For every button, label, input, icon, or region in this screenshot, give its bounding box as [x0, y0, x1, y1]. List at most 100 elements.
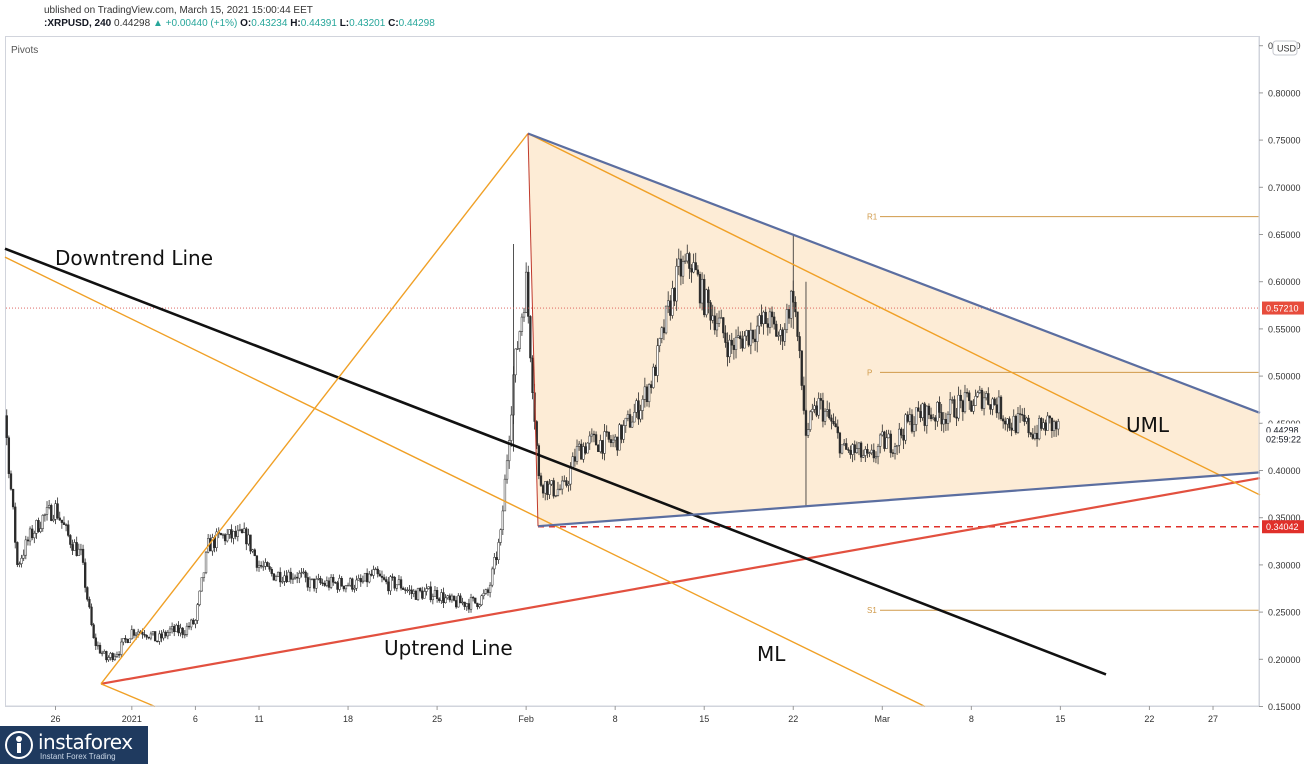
candle-body: [245, 528, 248, 545]
candle-body: [781, 329, 784, 342]
price-label-support: 0.34042: [1266, 522, 1299, 532]
price-chart[interactable]: R1 P S1 Downtrend Line Uptrend Line ML UML 0.1…: [0, 0, 1315, 726]
candle-body: [488, 584, 492, 593]
candle-body: [175, 624, 178, 632]
candle-body: [62, 522, 66, 525]
candle-body: [789, 290, 793, 319]
candle-body: [425, 588, 428, 592]
candle-body: [122, 638, 125, 643]
candle-body: [397, 579, 401, 586]
candle-body: [732, 344, 736, 350]
candle-body: [1038, 418, 1041, 440]
symbol-ohlc-line: :XRPUSD, 240 0.44298 ▲ +0.00440 (+1%) O:…: [44, 18, 435, 29]
candle-body: [64, 524, 68, 526]
open-value: 0.43234: [251, 18, 288, 29]
candle-body: [234, 531, 237, 537]
candle-body: [1033, 432, 1037, 439]
candle-body: [215, 531, 218, 548]
candle-body: [874, 456, 878, 459]
x-tick-label: Feb: [518, 714, 534, 724]
candle-body: [563, 480, 566, 482]
candle-body: [418, 588, 422, 592]
candle-body: [223, 534, 227, 542]
candle-body: [90, 606, 93, 626]
candle-body: [675, 265, 678, 302]
candle-body: [124, 638, 127, 640]
x-tick-label: 22: [788, 714, 798, 724]
candle-body: [830, 417, 833, 422]
candle-body: [936, 401, 939, 422]
candle-body: [531, 357, 534, 393]
candle-body: [641, 399, 644, 411]
candle-body: [143, 634, 146, 636]
candle-body: [71, 544, 74, 551]
candle-body: [968, 392, 971, 402]
candle-body: [650, 384, 653, 388]
candle-body: [486, 589, 490, 593]
candle-body: [539, 475, 543, 486]
candle-body: [582, 446, 585, 460]
candle-body: [766, 323, 769, 328]
candle-body: [811, 409, 814, 413]
candle-body: [775, 323, 778, 337]
candle-body: [762, 311, 765, 325]
close-label: C:: [388, 18, 399, 29]
pivots-indicator-label[interactable]: Pivots: [11, 45, 39, 56]
currency-box: [1272, 40, 1298, 56]
candle-body: [103, 651, 106, 654]
candle-body: [694, 262, 697, 271]
candle-body: [957, 394, 960, 419]
candle-body: [594, 434, 598, 446]
candle-body: [134, 633, 138, 636]
candle-body: [1008, 418, 1011, 429]
candle-body: [652, 366, 655, 388]
uptrend-line: [100, 476, 1261, 685]
candle-body: [145, 634, 148, 638]
candle-body: [709, 302, 712, 321]
candle-body: [796, 311, 799, 337]
x-tick-label: 15: [699, 714, 709, 724]
candle-body: [546, 481, 549, 495]
candle-body: [230, 529, 233, 539]
candle-body: [751, 329, 755, 340]
candle-body: [151, 631, 155, 635]
candle-body: [402, 587, 405, 590]
candle-body: [349, 578, 352, 586]
candle-body: [35, 520, 38, 534]
candle-body: [607, 431, 610, 440]
candle-body: [639, 410, 642, 420]
candle-body: [647, 384, 651, 403]
candle-body: [281, 581, 284, 583]
candle-body: [43, 514, 47, 516]
candle-body: [279, 571, 282, 583]
candle-body: [749, 329, 753, 346]
candle-body: [927, 405, 931, 416]
candle-body: [999, 396, 1003, 420]
candle-body: [686, 253, 689, 262]
candle-body: [565, 480, 568, 486]
candle-body: [380, 575, 384, 578]
candle-body: [715, 322, 719, 331]
candle-body: [378, 573, 382, 577]
candle-body: [541, 485, 545, 494]
candle-body: [406, 589, 409, 592]
candle-body: [917, 407, 920, 412]
candle-body: [198, 590, 201, 605]
candle-body: [580, 443, 583, 460]
candle-body: [355, 579, 358, 589]
candle-body: [109, 653, 112, 658]
candle-body: [156, 640, 159, 643]
candle-body: [429, 586, 432, 601]
candle-body: [168, 628, 172, 633]
candle-body: [177, 624, 180, 634]
candle-body: [764, 311, 767, 324]
candle-body: [806, 429, 810, 436]
candle-body: [997, 396, 1001, 414]
candle-body: [147, 636, 150, 639]
candle-body: [113, 656, 117, 660]
candle-body: [739, 335, 742, 340]
candle-body: [773, 316, 776, 325]
candle-body: [346, 584, 350, 587]
candle-body: [537, 445, 541, 477]
chart-header: ublished on TradingView.com, March 15, 2…: [0, 0, 1315, 34]
